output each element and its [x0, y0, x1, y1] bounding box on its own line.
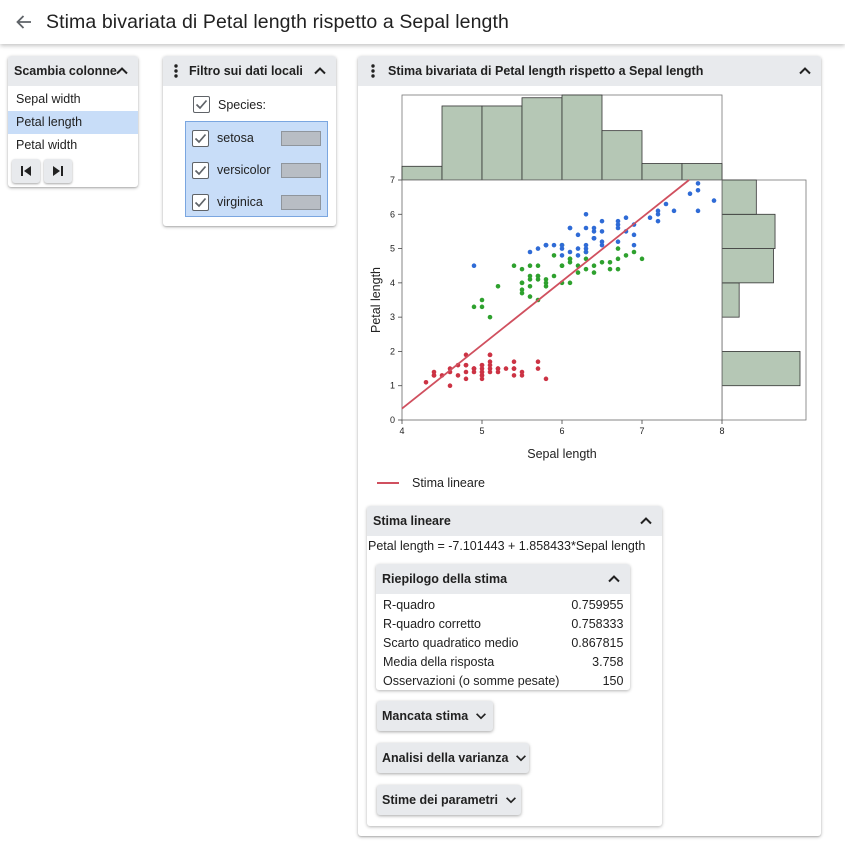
species-label: Species:: [218, 97, 266, 112]
level-setosa[interactable]: setosa: [192, 127, 254, 149]
parameter-estimates-section[interactable]: Stime dei parametri: [377, 785, 521, 815]
level-count-bar: [281, 163, 321, 178]
swap-columns-title: Scambia colonne: [14, 64, 117, 78]
chevron-up-icon[interactable]: [312, 63, 328, 79]
fit-summary-table: R-quadro 0.759955 R-quadro corretto 0.7583…: [378, 595, 628, 690]
level-count-bar: [281, 131, 321, 146]
level-label: setosa: [217, 131, 254, 145]
page-title: Stima bivariata di Petal length rispetto…: [46, 10, 509, 33]
check-icon: [194, 165, 207, 175]
stat-value: 150: [602, 673, 624, 688]
skip-last-icon: [53, 166, 63, 176]
fit-summary-header[interactable]: Riepilogo della stima: [376, 564, 630, 594]
fit-summary-panel: Riepilogo della stima: [376, 564, 630, 690]
setosa-checkbox[interactable]: [192, 129, 209, 147]
linear-fit-title: Stima lineare: [373, 514, 451, 528]
stat-value: 0.867815: [571, 635, 624, 650]
stat-label: Scarto quadratico medio: [383, 635, 519, 650]
last-column-button[interactable]: [44, 159, 72, 183]
stat-label: Osservazioni (o somme pesate): [383, 673, 560, 688]
linear-fit-header[interactable]: Stima lineare: [367, 506, 662, 536]
chevron-down-icon: [516, 755, 527, 762]
level-count-bar: [281, 195, 321, 210]
table-row: R-quadro corretto 0.758333: [378, 614, 628, 633]
stat-label: Media della risposta: [383, 654, 495, 669]
swap-columns-panel: Scambia colonne Sepal width Petal length…: [8, 56, 138, 187]
back-arrow-icon[interactable]: [12, 10, 36, 34]
app-bar: Stima bivariata di Petal length rispetto…: [0, 0, 845, 44]
stat-value: 0.759955: [571, 597, 624, 612]
lack-of-fit-section[interactable]: Mancata stima: [377, 701, 493, 731]
species-checkbox[interactable]: [193, 96, 210, 113]
chevron-down-icon: [476, 713, 487, 720]
stat-value: 0.758333: [571, 616, 624, 631]
section-label: Mancata stima: [382, 709, 469, 723]
local-data-filter-panel: Filtro sui dati locali Species: setosa v…: [163, 56, 336, 226]
swap-columns-header[interactable]: Scambia colonne: [8, 56, 138, 86]
swap-item-petal-width[interactable]: Petal width: [16, 138, 78, 152]
fit-equation: Petal length = -7.101443 + 1.858433*Sepa…: [368, 539, 646, 553]
stat-value: 3.758: [592, 654, 624, 669]
level-label: versicolor: [217, 163, 271, 177]
check-icon: [195, 99, 208, 110]
table-row: Scarto quadratico medio 0.867815: [378, 633, 628, 652]
table-row: R-quadro 0.759955: [378, 595, 628, 614]
report-header[interactable]: Stima bivariata di Petal length rispetto…: [358, 56, 821, 86]
chart-legend: Stima lineare: [377, 476, 485, 490]
fit-summary-title: Riepilogo della stima: [382, 572, 508, 586]
more-vert-icon[interactable]: [358, 56, 388, 86]
first-column-button[interactable]: [12, 159, 40, 183]
skip-first-icon: [21, 166, 31, 176]
species-levels-list: setosa versicolor virginica: [185, 121, 328, 217]
check-icon: [194, 133, 207, 143]
swap-item-sepal-width[interactable]: Sepal width: [16, 92, 81, 106]
table-row: Osservazioni (o somme pesate) 150: [378, 671, 628, 690]
chevron-up-icon[interactable]: [114, 63, 130, 79]
chevron-up-icon[interactable]: [606, 571, 622, 587]
stat-label: R-quadro: [383, 597, 436, 612]
chevron-down-icon: [506, 797, 517, 804]
swap-columns-list: Sepal width Petal length Petal width: [8, 86, 138, 157]
virginica-checkbox[interactable]: [192, 193, 209, 211]
chevron-up-icon[interactable]: [797, 63, 813, 79]
anova-section[interactable]: Analisi della varianza: [377, 743, 529, 773]
stat-label: R-quadro corretto: [383, 616, 481, 631]
level-versicolor[interactable]: versicolor: [192, 159, 271, 181]
check-icon: [194, 197, 207, 207]
level-label: virginica: [217, 195, 263, 209]
filter-header[interactable]: Filtro sui dati locali: [163, 56, 336, 86]
level-virginica[interactable]: virginica: [192, 191, 263, 213]
species-filter-row[interactable]: Species:: [193, 96, 266, 113]
table-row: Media della risposta 3.758: [378, 652, 628, 671]
section-label: Stime dei parametri: [382, 793, 499, 807]
legend-line-swatch: [377, 482, 399, 484]
chevron-up-icon[interactable]: [638, 513, 654, 529]
filter-title: Filtro sui dati locali: [189, 64, 303, 78]
report-title: Stima bivariata di Petal length rispetto…: [388, 64, 704, 78]
more-vert-icon[interactable]: [163, 56, 189, 86]
swap-item-petal-length[interactable]: Petal length: [8, 111, 138, 134]
versicolor-checkbox[interactable]: [192, 161, 209, 179]
legend-label: Stima lineare: [412, 476, 485, 490]
section-label: Analisi della varianza: [382, 751, 509, 765]
